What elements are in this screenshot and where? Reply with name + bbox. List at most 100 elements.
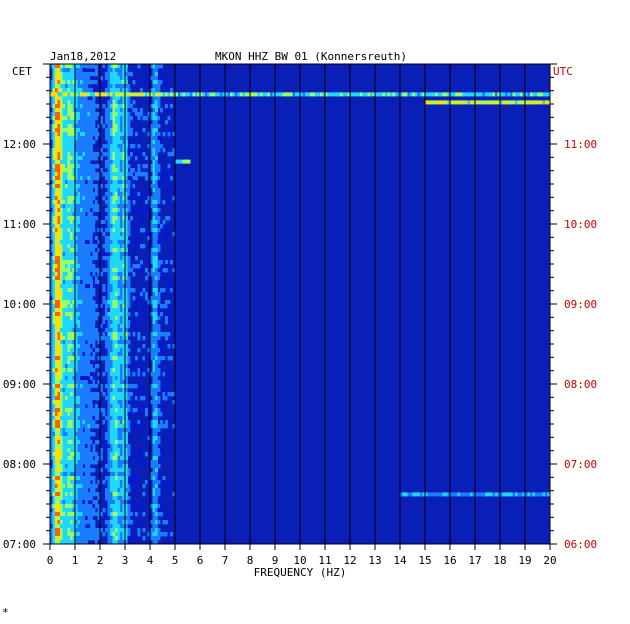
spectrogram-cell xyxy=(127,348,131,353)
interference-band xyxy=(345,92,348,97)
spectrogram-cell xyxy=(162,156,166,161)
spectrogram-cell xyxy=(115,484,118,489)
spectrogram-cell xyxy=(112,408,116,413)
spectrogram-cell xyxy=(65,196,68,201)
spectrogram-cell xyxy=(60,484,63,489)
spectrogram-cell xyxy=(82,140,86,145)
spectrogram-cell xyxy=(57,352,61,357)
spectrogram-cell xyxy=(67,360,71,365)
spectrogram-cell xyxy=(112,264,116,269)
spectrogram-cell xyxy=(52,168,56,173)
spectrogram-cell xyxy=(75,528,78,533)
spectrogram-cell xyxy=(57,472,61,477)
spectrogram-cell xyxy=(115,304,118,309)
spectrogram-cell xyxy=(90,112,93,117)
spectrogram-cell xyxy=(127,112,131,117)
spectrogram-cell xyxy=(152,304,156,309)
spectrogram-cell xyxy=(70,88,73,93)
interference-band xyxy=(515,100,518,105)
spectrogram-cell xyxy=(110,256,113,261)
spectrogram-cell xyxy=(120,196,123,201)
spectrogram-cell xyxy=(105,420,108,425)
spectrogram-cell xyxy=(50,372,53,377)
interference-band xyxy=(437,492,441,497)
spectrogram-cell xyxy=(122,160,126,165)
spectrogram-cell xyxy=(57,252,61,257)
x-tick-label: 13 xyxy=(368,554,381,567)
spectrogram-cell xyxy=(95,404,98,409)
spectrogram-cell xyxy=(52,120,56,125)
spectrogram-cell xyxy=(90,516,93,521)
spectrogram-cell xyxy=(67,472,71,477)
spectrogram-cell xyxy=(122,388,126,393)
spectrogram-cell xyxy=(72,84,76,89)
spectrogram-cell xyxy=(127,124,131,129)
spectrogram-cell xyxy=(62,212,66,217)
spectrogram-cell xyxy=(85,224,88,229)
spectrogram-cell xyxy=(85,384,88,389)
spectrogram-cell xyxy=(77,268,81,273)
spectrogram-cell xyxy=(152,344,156,349)
spectrogram-cell xyxy=(95,316,98,321)
spectrogram-cell xyxy=(105,340,108,345)
x-tick-label: 19 xyxy=(518,554,531,567)
spectrogram-cell xyxy=(157,216,161,221)
spectrogram-cell xyxy=(112,520,116,525)
interference-band xyxy=(510,92,513,97)
spectrogram-cell xyxy=(117,516,121,521)
spectrogram-cell xyxy=(152,512,156,517)
interference-band xyxy=(72,92,76,97)
spectrogram-cell xyxy=(70,456,73,461)
spectrogram-cell xyxy=(60,100,63,105)
spectrogram-cell xyxy=(165,236,168,241)
x-tick-label: 7 xyxy=(222,554,229,567)
spectrogram-cell xyxy=(97,440,101,445)
spectrogram-cell xyxy=(75,220,78,225)
spectrogram-cell xyxy=(115,100,118,105)
spectrogram-cell xyxy=(115,416,118,421)
interference-band xyxy=(122,92,126,97)
spectrogram-cell xyxy=(95,260,98,265)
interference-band xyxy=(547,92,551,97)
spectrogram-cell xyxy=(62,300,66,305)
spectrogram-cell xyxy=(137,144,141,149)
spectrogram-cell xyxy=(65,104,68,109)
spectrogram-cell xyxy=(55,272,58,277)
interference-band xyxy=(470,92,473,97)
spectrogram-cell xyxy=(55,388,58,393)
spectrogram-cell xyxy=(80,336,83,341)
spectrogram-cell xyxy=(50,228,53,233)
spectrogram-cell xyxy=(52,156,56,161)
spectrogram-cell xyxy=(122,252,126,257)
spectrogram-cell xyxy=(107,504,111,509)
spectrogram-cell xyxy=(65,540,68,545)
interference-band xyxy=(470,492,473,497)
spectrogram-cell xyxy=(102,372,106,377)
interference-band xyxy=(485,100,488,105)
spectrogram-cell xyxy=(65,416,68,421)
spectrogram-cell xyxy=(125,256,128,261)
spectrogram-cell xyxy=(55,312,58,317)
spectrogram-cell xyxy=(155,248,158,253)
spectrogram-cell xyxy=(60,436,63,441)
spectrogram-cell xyxy=(90,384,93,389)
spectrogram-cell xyxy=(142,336,146,341)
spectrogram-cell xyxy=(75,476,78,481)
spectrogram-cell xyxy=(102,172,106,177)
spectrogram-cell xyxy=(70,296,73,301)
spectrogram-cell xyxy=(155,240,158,245)
spectrogram-cell xyxy=(127,396,131,401)
spectrogram-cell xyxy=(70,408,73,413)
spectrogram-cell xyxy=(140,208,143,213)
spectrogram-cell xyxy=(62,272,66,277)
spectrogram-cell xyxy=(152,408,156,413)
spectrogram-cell xyxy=(97,364,101,369)
spectrogram-cell xyxy=(150,344,153,349)
spectrogram-cell xyxy=(97,280,101,285)
spectrogram-cell xyxy=(62,468,66,473)
spectrogram-cell xyxy=(165,384,168,389)
spectrogram-cell xyxy=(55,360,58,365)
spectrogram-cell xyxy=(110,184,113,189)
spectrogram-cell xyxy=(172,116,176,121)
spectrogram-cell xyxy=(70,352,73,357)
